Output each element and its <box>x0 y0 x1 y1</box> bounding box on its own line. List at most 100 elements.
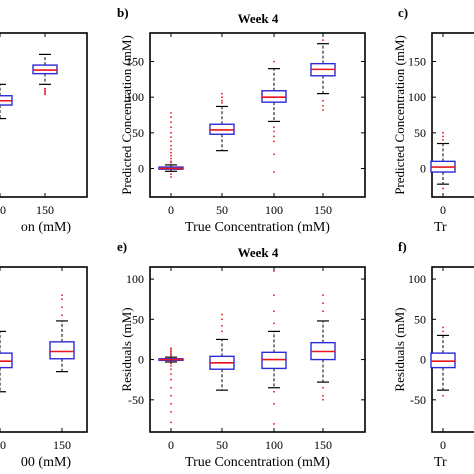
box-50 <box>209 313 235 391</box>
x-tick-label: 100 <box>265 438 283 452</box>
panel-label: c) <box>398 5 408 20</box>
outlier-point <box>44 90 46 93</box>
axes-frame <box>0 266 88 433</box>
outlier-point <box>273 130 275 133</box>
outlier-point <box>170 349 172 351</box>
outlier-point <box>170 368 172 371</box>
x-tick-label: 50 <box>216 438 228 452</box>
y-axis-label: Residuals (mM) <box>392 307 407 391</box>
outlier-point <box>170 378 172 381</box>
y-tick-label: -50 <box>128 393 144 407</box>
x-tick-label: 00 <box>0 438 6 452</box>
y-axis-label: Predicted Concentration (mM) <box>392 35 407 195</box>
chart-title: Week 4 <box>238 245 279 260</box>
outlier-point <box>221 313 223 316</box>
x-axis-label: True Concentration (mM) <box>185 220 330 235</box>
outlier-point <box>322 39 324 42</box>
x-tick-label: 0 <box>168 203 174 217</box>
box-iqr <box>49 341 75 360</box>
axes-frame <box>149 32 366 198</box>
outlier-point <box>170 354 172 357</box>
outlier-point <box>170 176 172 178</box>
box-150 <box>49 294 75 373</box>
outlier-point <box>221 330 223 333</box>
outlier-point <box>273 423 275 425</box>
box-iqr <box>261 351 287 370</box>
x-tick-label: 100 <box>265 203 283 217</box>
axes-frame <box>0 32 88 198</box>
box-iqr <box>430 352 456 369</box>
x-tick-label: 150 <box>36 203 54 217</box>
axes-frame <box>431 32 474 198</box>
panel-a: 00 150 on (mM) <box>0 32 88 235</box>
y-tick-label: 150 <box>408 55 426 69</box>
y-tick-label: 100 <box>126 272 144 286</box>
outlier-point <box>273 270 275 272</box>
outlier-point <box>170 116 172 119</box>
y-tick-label: -50 <box>410 393 426 407</box>
x-tick-label: 50 <box>216 203 228 217</box>
outlier-point <box>442 131 444 134</box>
outlier-point <box>322 398 324 401</box>
outlier-point <box>221 324 223 327</box>
outlier-point <box>44 93 46 96</box>
axes-frame <box>149 266 366 433</box>
box-0 <box>430 131 456 190</box>
panel-label: f) <box>398 239 407 254</box>
x-tick-label: 0 <box>440 438 446 452</box>
outlier-point <box>170 173 172 176</box>
outlier-point <box>170 362 172 365</box>
box-iqr <box>0 352 13 369</box>
outlier-point <box>170 347 172 350</box>
box-100 <box>261 270 287 425</box>
outlier-point <box>273 322 275 325</box>
outlier-point <box>221 101 223 104</box>
outlier-point <box>442 187 444 190</box>
outlier-point <box>221 92 223 95</box>
outlier-point <box>170 148 172 151</box>
outlier-point <box>170 121 172 124</box>
outlier-point <box>273 390 275 393</box>
outlier-point <box>44 87 46 90</box>
outlier-point <box>273 126 275 129</box>
outlier-point <box>170 144 172 147</box>
outlier-point <box>273 60 275 63</box>
outlier-point <box>221 96 223 99</box>
outlier-point <box>170 350 172 353</box>
outlier-point <box>170 373 172 375</box>
outlier-point <box>61 306 63 309</box>
y-tick-label: 0 <box>420 161 426 175</box>
outlier-point <box>322 294 324 297</box>
panel-label: e) <box>117 239 127 254</box>
y-tick-label: 0 <box>138 353 144 367</box>
box-150 <box>32 53 58 96</box>
outlier-point <box>170 136 172 139</box>
panel-c: 0 50 100 150 0 c) Tr Predicted Concentration (m… <box>392 5 474 235</box>
outlier-point <box>170 161 172 164</box>
outlier-point <box>170 154 172 157</box>
x-tick-label: 0 <box>168 438 174 452</box>
outlier-point <box>322 302 324 305</box>
outlier-point <box>322 99 324 102</box>
box-0 <box>158 347 184 424</box>
y-tick-label: 50 <box>414 312 426 326</box>
outlier-point <box>273 310 275 313</box>
outlier-point <box>61 294 63 297</box>
x-axis-label: True Concentration (mM) <box>185 455 330 470</box>
outlier-point <box>442 135 444 138</box>
outlier-point <box>61 314 63 317</box>
box-100 <box>261 60 287 173</box>
axes-frame <box>431 266 474 433</box>
outlier-point <box>273 140 275 143</box>
outlier-point <box>273 171 275 173</box>
y-tick-label: 150 <box>126 55 144 69</box>
x-axis-label: Tr <box>434 455 447 470</box>
outlier-point <box>221 99 223 102</box>
y-tick-label: 50 <box>414 126 426 140</box>
panel-e: -50 0 50 100 0 50 100 150 e) Week 4 True Concentra… <box>117 239 366 470</box>
y-tick-label: 0 <box>138 161 144 175</box>
y-axis-label: Residuals (mM) <box>119 307 134 391</box>
panel-d: 00 150 00 (mM) <box>0 266 88 470</box>
y-tick-label: 100 <box>408 90 426 104</box>
